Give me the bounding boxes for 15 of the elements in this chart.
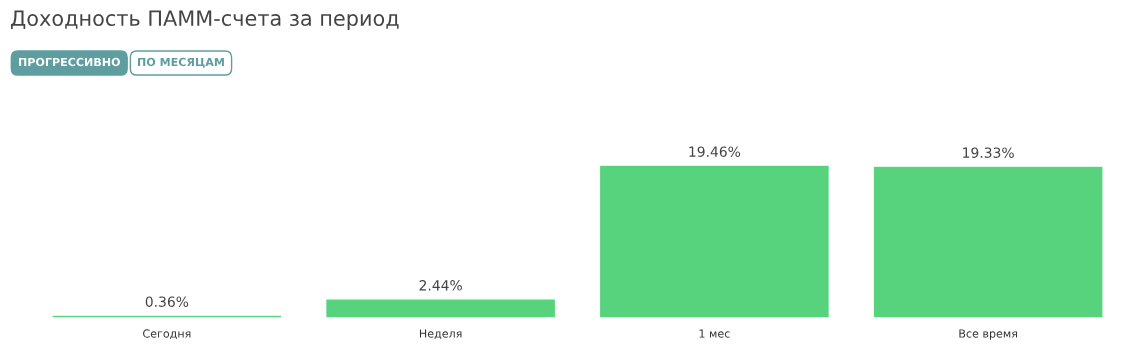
data-label: 2.44% bbox=[419, 280, 462, 291]
x-tick-label: Все время bbox=[959, 329, 1017, 340]
data-label: 19.46% bbox=[689, 146, 741, 157]
data-label: 19.33% bbox=[963, 147, 1014, 158]
x-tick-label: Сегодня bbox=[143, 329, 191, 340]
chart-title: Доходность ПАММ-счета за период bbox=[11, 10, 399, 31]
data-label: 0.36% bbox=[145, 296, 189, 307]
bar bbox=[51, 314, 283, 318]
text: ПРОГРЕССИВНО bbox=[19, 57, 120, 67]
bar bbox=[598, 164, 831, 318]
x-tick-label: Неделя bbox=[419, 329, 462, 340]
text: ПО МЕСЯЦАМ bbox=[138, 57, 224, 68]
x-tick-label: 1 мес bbox=[699, 329, 730, 338]
bar bbox=[872, 165, 1104, 318]
bar bbox=[324, 298, 557, 318]
